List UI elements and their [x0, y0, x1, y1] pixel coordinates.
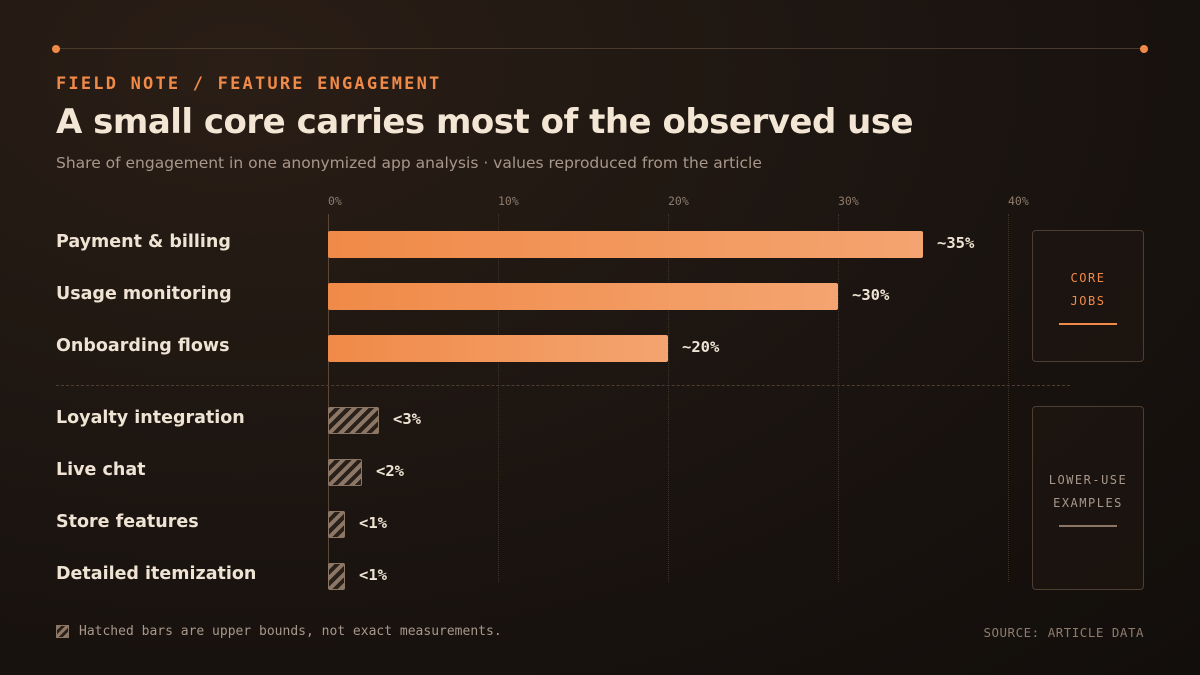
data-label: ~20%: [682, 338, 720, 356]
bar: [328, 563, 345, 590]
core-jobs-box: CORE JOBS: [1032, 230, 1144, 362]
rule-dot-left: [52, 45, 60, 53]
kicker: FIELD NOTE / FEATURE ENGAGEMENT: [56, 74, 442, 94]
x-tick-label: 10%: [498, 194, 519, 208]
hatch-legend-swatch: [56, 625, 69, 638]
category-label: Store features: [56, 512, 199, 532]
data-label: <3%: [393, 410, 421, 428]
category-label: Onboarding flows: [56, 336, 230, 356]
group-separator: [56, 385, 1070, 386]
data-label: <1%: [359, 566, 387, 584]
chart-title: A small core carries most of the observe…: [56, 102, 914, 142]
legend-text: Hatched bars are upper bounds, not exact…: [79, 624, 502, 639]
gridline: [838, 214, 839, 582]
x-tick-label: 30%: [838, 194, 859, 208]
lower-use-label: LOWER-USE EXAMPLES: [1048, 473, 1128, 510]
bar: [328, 407, 379, 434]
gridline: [668, 214, 669, 582]
data-label: ~30%: [852, 286, 890, 304]
data-label: <1%: [359, 514, 387, 532]
lower-use-box: LOWER-USE EXAMPLES: [1032, 406, 1144, 590]
category-label: Payment & billing: [56, 232, 231, 252]
category-label: Live chat: [56, 460, 146, 480]
core-jobs-underline: [1059, 323, 1117, 325]
source-text: SOURCE: ARTICLE DATA: [983, 625, 1144, 640]
bar: [328, 231, 923, 258]
bar: [328, 335, 668, 362]
x-tick-label: 0%: [328, 194, 342, 208]
y-axis-line: [328, 214, 329, 582]
core-jobs-label: CORE JOBS: [1070, 271, 1106, 308]
x-tick-label: 40%: [1008, 194, 1029, 208]
category-label: Usage monitoring: [56, 284, 232, 304]
bar: [328, 511, 345, 538]
chart-subtitle: Share of engagement in one anonymized ap…: [56, 154, 762, 172]
gridline: [1008, 214, 1009, 582]
bar: [328, 283, 838, 310]
category-label: Loyalty integration: [56, 408, 245, 428]
rule-dot-right: [1140, 45, 1148, 53]
data-label: ~35%: [937, 234, 975, 252]
gridline: [498, 214, 499, 582]
data-label: <2%: [376, 462, 404, 480]
top-rule: [56, 48, 1144, 49]
lower-use-underline: [1059, 525, 1117, 527]
x-tick-label: 20%: [668, 194, 689, 208]
bar: [328, 459, 362, 486]
category-label: Detailed itemization: [56, 564, 257, 584]
